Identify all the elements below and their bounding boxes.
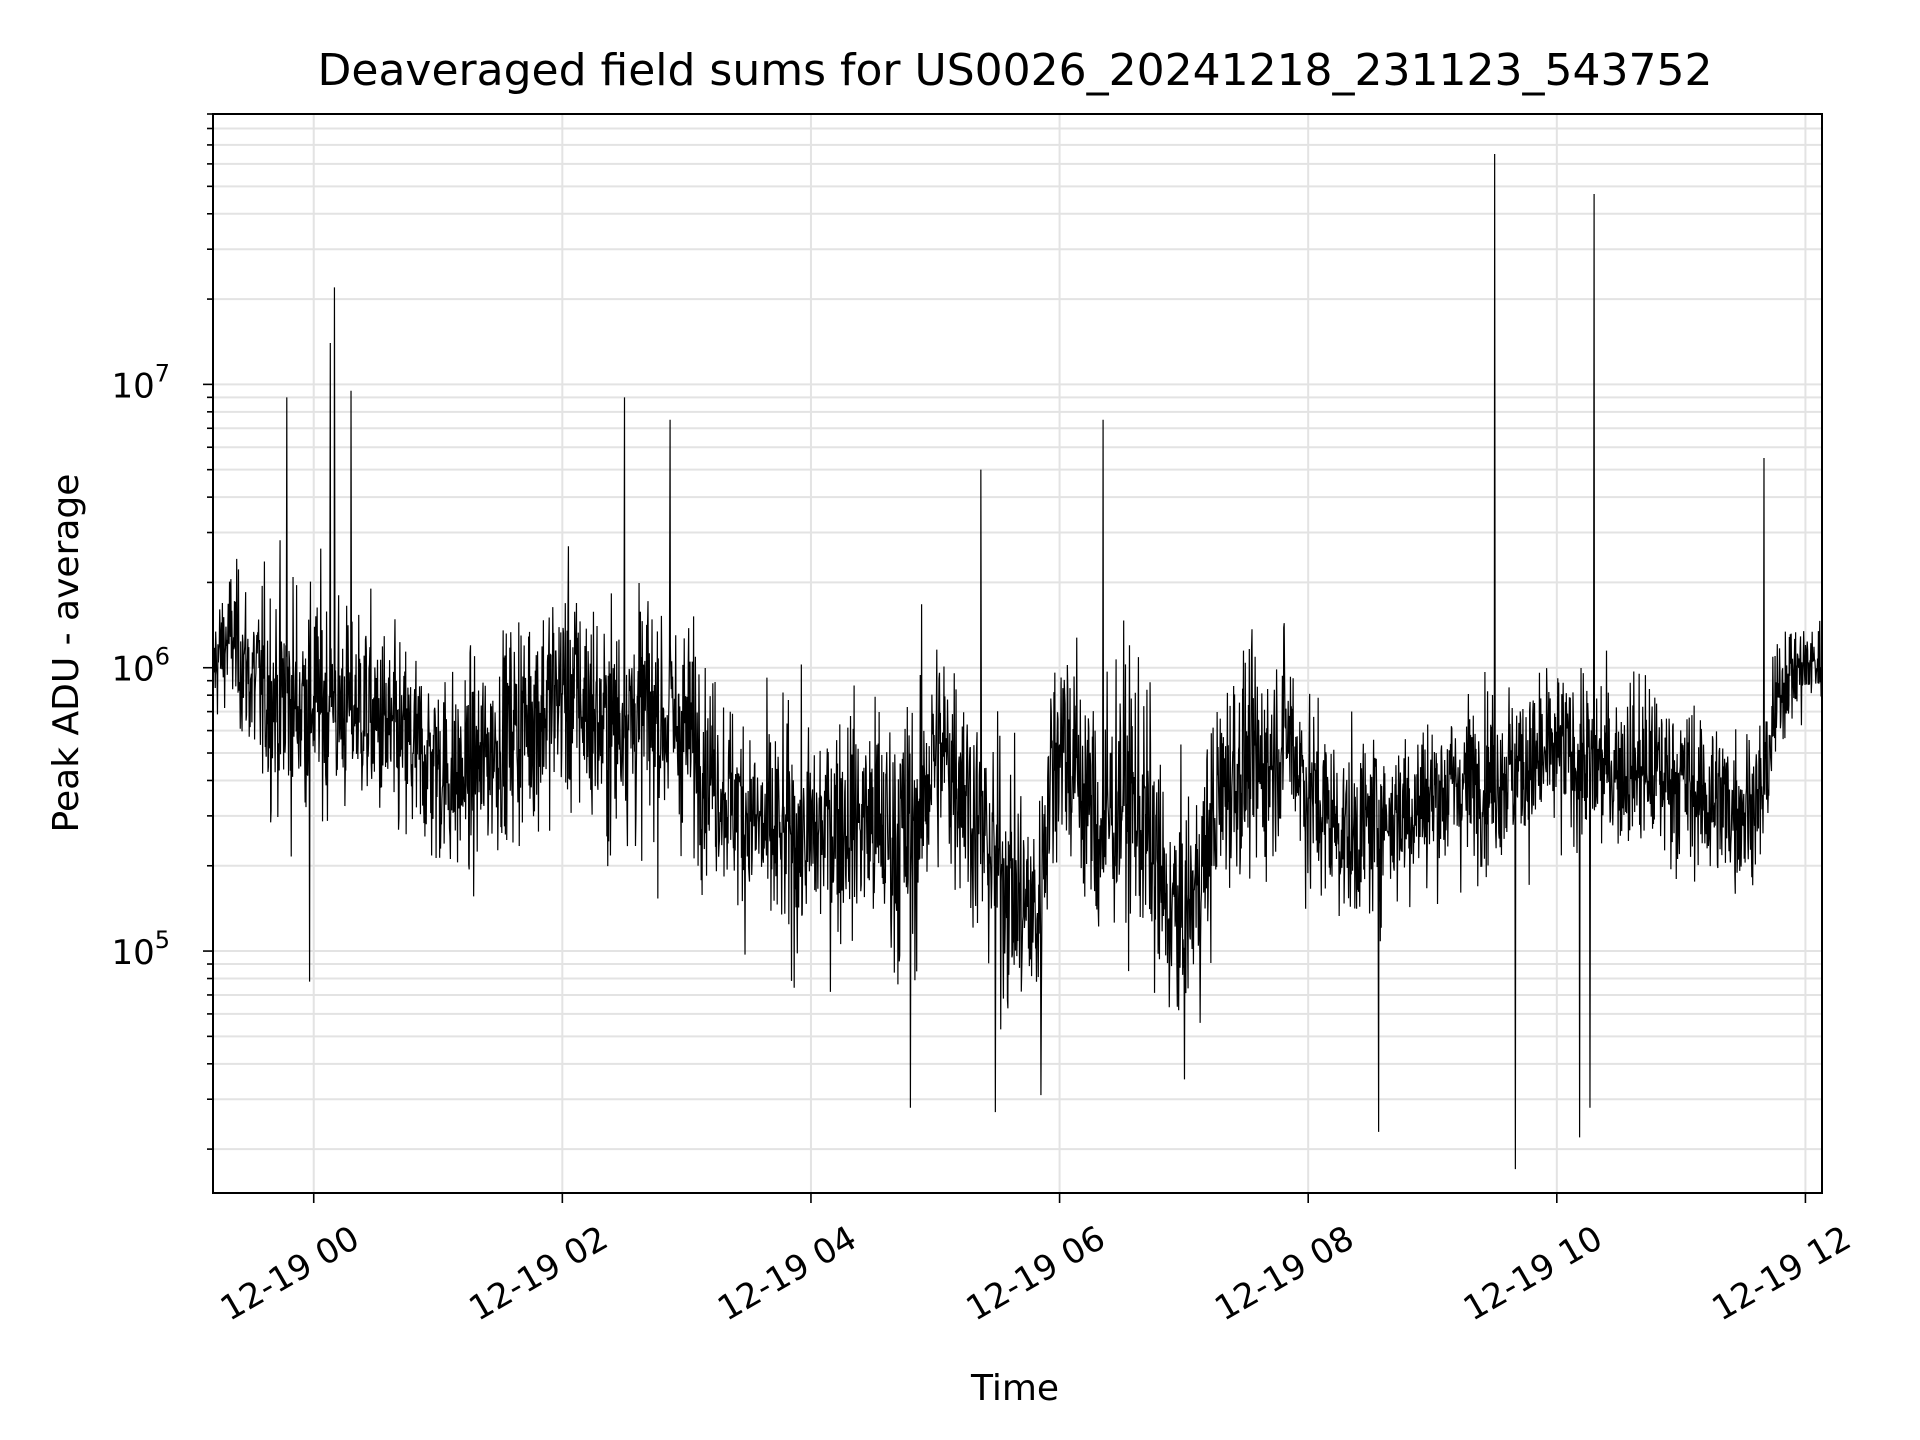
series-group xyxy=(212,154,1823,1170)
series-line xyxy=(212,154,1823,1170)
y-tick-label: 106 xyxy=(111,643,170,690)
y-tick-label: 107 xyxy=(111,359,170,406)
y-axis-label: Peak ADU - average xyxy=(46,474,87,833)
x-axis-label: Time xyxy=(970,1368,1059,1409)
y-tick-label: 105 xyxy=(111,926,170,973)
plot-frame xyxy=(212,113,1823,1194)
chart-title: Deaveraged field sums for US0026_2024121… xyxy=(318,45,1713,96)
